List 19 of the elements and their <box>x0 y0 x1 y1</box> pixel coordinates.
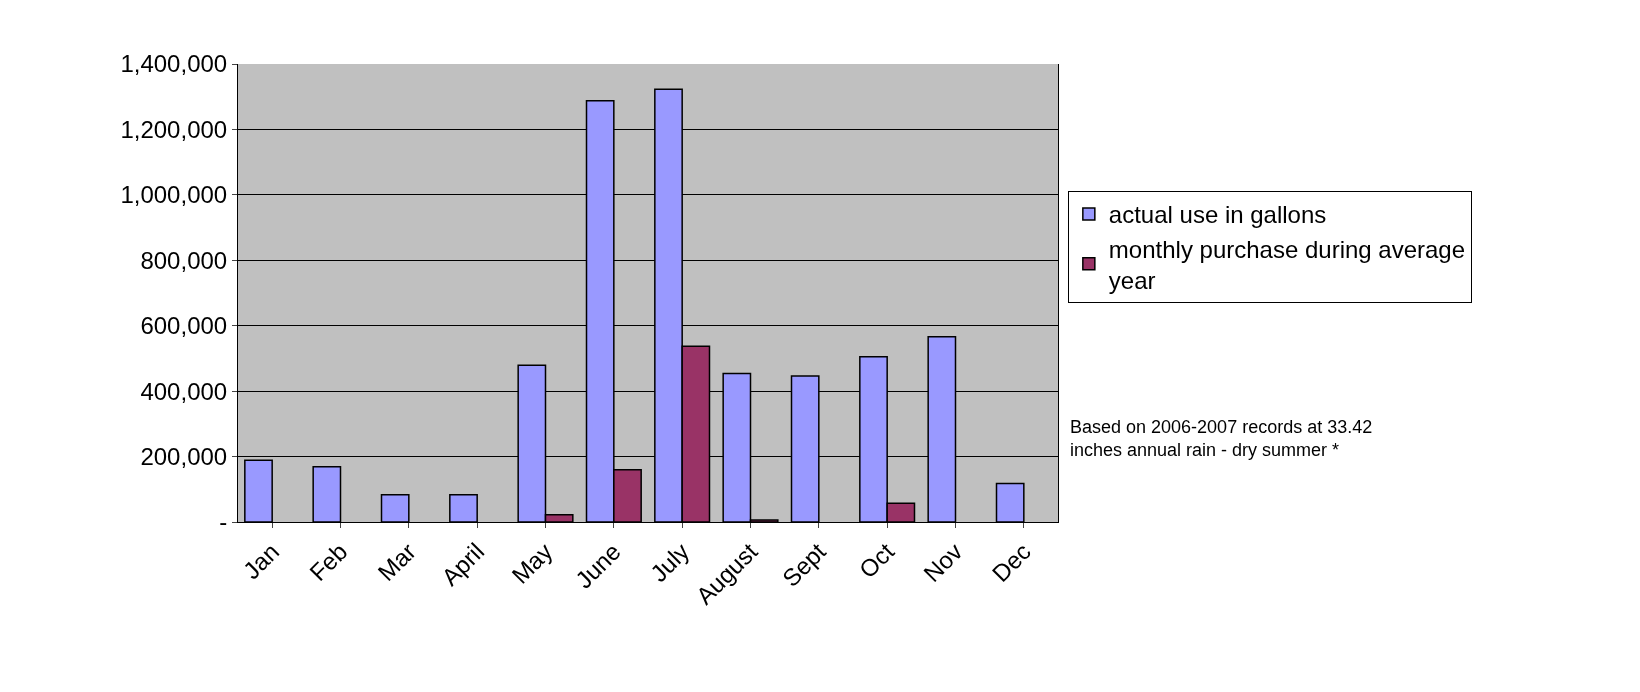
x-tick-label: May <box>506 537 558 589</box>
y-tick-label: 200,000 <box>140 442 228 470</box>
x-tick-label: Nov <box>918 537 968 588</box>
y-tick-label: 1,200,000 <box>120 115 228 143</box>
x-tick-label: July <box>644 537 695 588</box>
x-tick-label: Dec <box>986 537 1036 588</box>
y-tick-label: 600,000 <box>140 312 228 340</box>
x-tick-label: Mar <box>372 537 421 587</box>
x-tick-label: Jan <box>237 537 285 585</box>
y-tick-label: 1,400,000 <box>120 50 228 78</box>
y-tick-label: 800,000 <box>140 246 228 274</box>
legend-label: monthly purchase during average year <box>1108 235 1466 294</box>
x-tick-label: Oct <box>853 537 900 584</box>
x-tick-label: Feb <box>304 537 353 587</box>
y-tick-label: 1,000,000 <box>120 181 228 209</box>
text: Based on 2006-2007 records at 33.42 inches annual rain - dry summer * <box>1070 417 1373 461</box>
y-tick-label: 400,000 <box>140 377 228 405</box>
y-tick-label: - <box>219 508 228 536</box>
legend-label: actual use in gallons <box>1108 201 1327 229</box>
